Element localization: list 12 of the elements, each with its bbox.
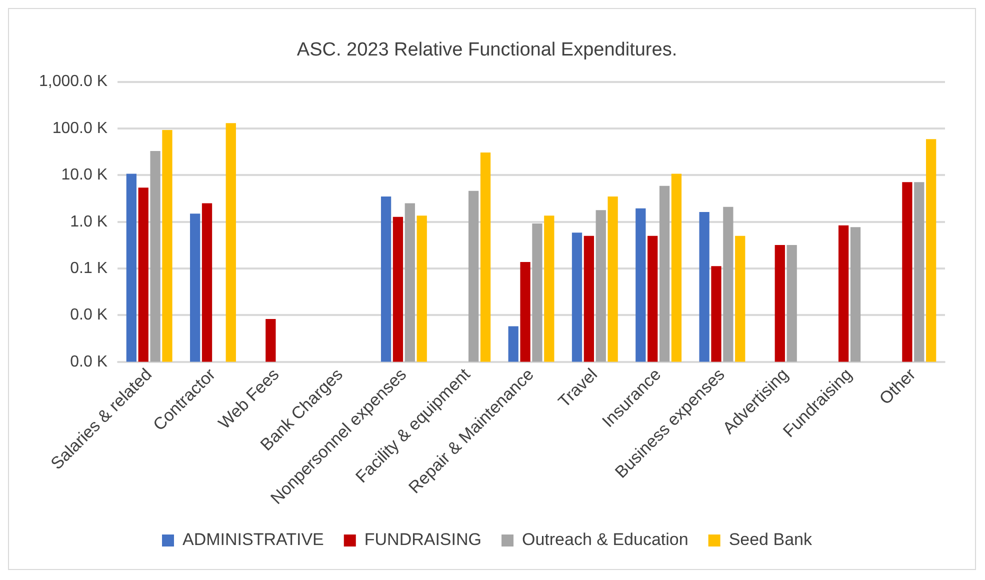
y-tick-label: 1.0 K bbox=[70, 213, 108, 230]
legend-label: Seed Bank bbox=[728, 530, 812, 550]
chart-title: ASC. 2023 Relative Functional Expenditures. bbox=[296, 40, 678, 61]
y-tick-label: 0.0 K bbox=[70, 306, 108, 324]
y-tick-label: 0.1 K bbox=[70, 260, 108, 277]
y-tick-label: 10.0 K bbox=[61, 166, 108, 184]
y-tick-label: 100.0 K bbox=[52, 120, 108, 137]
y-tick-label: 1,000.0 K bbox=[39, 73, 108, 90]
y-tick-label: 0.0 K bbox=[70, 353, 108, 370]
legend-label: ADMINISTRATIVE bbox=[182, 530, 324, 550]
legend-label: Outreach & Education bbox=[522, 530, 688, 550]
legend-label: FUNDRAISING bbox=[364, 530, 482, 550]
